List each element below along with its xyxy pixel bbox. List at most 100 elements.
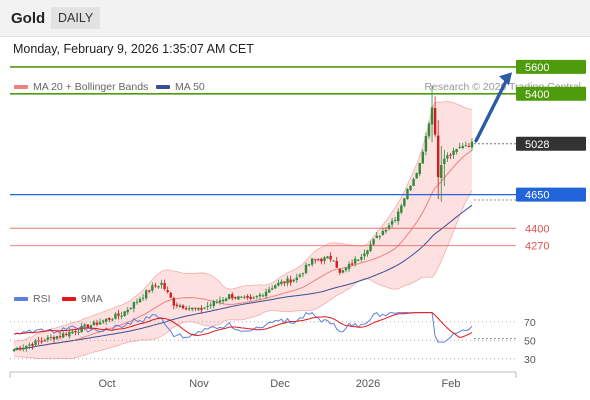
candle bbox=[393, 217, 397, 223]
candle-body bbox=[421, 151, 425, 164]
candle bbox=[427, 121, 431, 139]
candle-body bbox=[138, 298, 142, 303]
candle-body bbox=[412, 178, 415, 186]
candle bbox=[344, 267, 348, 273]
candle-body bbox=[92, 321, 96, 326]
candle bbox=[243, 295, 246, 299]
candle bbox=[172, 296, 176, 310]
rsi-ma-legend-label: 9MA bbox=[81, 293, 103, 305]
rsi-line bbox=[13, 311, 473, 343]
candle-body bbox=[344, 267, 348, 271]
candle bbox=[71, 329, 74, 335]
candle bbox=[252, 295, 255, 300]
candle-body bbox=[320, 258, 323, 262]
candle-body bbox=[163, 282, 166, 289]
candle bbox=[166, 286, 169, 294]
x-tick-label-3: 2026 bbox=[356, 378, 380, 390]
candle-body bbox=[129, 308, 133, 310]
x-axis: Oct Nov Dec 2026 Feb bbox=[9, 371, 517, 390]
resistance-0-label: 5600 bbox=[525, 62, 549, 74]
candle bbox=[314, 259, 317, 264]
candle-body bbox=[61, 333, 65, 338]
bollinger-legend-label: MA 20 + Bollinger Bands bbox=[33, 81, 149, 93]
candle-body bbox=[289, 279, 292, 283]
candle-body bbox=[83, 324, 86, 327]
candle-body bbox=[234, 297, 237, 299]
chart-header: Gold DAILY bbox=[0, 0, 590, 37]
candle-body bbox=[372, 239, 375, 245]
candle-body bbox=[49, 337, 53, 339]
candle bbox=[350, 259, 354, 266]
candle bbox=[209, 302, 212, 309]
candle-body bbox=[384, 229, 388, 232]
candle bbox=[286, 275, 289, 287]
candle-body bbox=[390, 220, 394, 225]
candle bbox=[320, 257, 323, 265]
candle bbox=[98, 318, 102, 325]
candle bbox=[267, 286, 271, 293]
candle bbox=[234, 296, 237, 300]
candle bbox=[197, 307, 200, 311]
candle bbox=[461, 142, 464, 150]
candle-body bbox=[258, 294, 262, 297]
candle-body bbox=[329, 255, 332, 260]
candle bbox=[295, 273, 298, 283]
candle bbox=[452, 147, 455, 159]
candle bbox=[264, 288, 268, 299]
candle-body bbox=[455, 149, 458, 152]
candle bbox=[22, 344, 25, 352]
candle bbox=[415, 172, 418, 179]
candle bbox=[292, 278, 295, 283]
candle bbox=[31, 342, 34, 350]
candle bbox=[375, 231, 378, 239]
candle bbox=[449, 153, 452, 160]
candle-body bbox=[458, 146, 461, 148]
candle-body bbox=[194, 307, 197, 309]
bollinger-swatch bbox=[14, 85, 28, 89]
candle bbox=[74, 330, 77, 336]
candle bbox=[227, 293, 231, 300]
candle-body bbox=[357, 259, 360, 261]
candle bbox=[206, 301, 209, 311]
candle-body bbox=[160, 282, 163, 286]
candle-body bbox=[227, 294, 231, 299]
candle-body bbox=[323, 257, 326, 262]
candle-body bbox=[443, 158, 446, 165]
support-0-label: 4400 bbox=[525, 223, 549, 235]
candle-body bbox=[307, 264, 311, 266]
candle-body bbox=[197, 307, 200, 310]
candle bbox=[360, 253, 363, 262]
bollinger-bands bbox=[13, 101, 473, 360]
candle bbox=[101, 319, 105, 325]
candle-body bbox=[209, 304, 212, 306]
candle-body bbox=[310, 258, 314, 265]
candle-body bbox=[105, 318, 108, 322]
rsi-tick-1: 50 bbox=[524, 335, 536, 347]
candle bbox=[381, 227, 385, 236]
candle-body bbox=[452, 150, 455, 156]
last-price-tag bbox=[516, 136, 586, 151]
candle-body bbox=[58, 336, 62, 338]
candle-body bbox=[206, 305, 209, 307]
candle-body bbox=[271, 288, 274, 290]
candle bbox=[184, 305, 188, 311]
candle-body bbox=[314, 259, 317, 261]
candle bbox=[215, 299, 219, 304]
candle bbox=[151, 282, 154, 293]
candle bbox=[436, 120, 440, 200]
period-selector[interactable]: DAILY bbox=[51, 7, 101, 29]
candle-body bbox=[400, 205, 403, 213]
candle bbox=[301, 272, 305, 278]
candle bbox=[117, 309, 120, 320]
candle-body bbox=[135, 301, 139, 303]
candle bbox=[92, 320, 96, 326]
candle-body bbox=[89, 325, 93, 329]
candle-body bbox=[12, 349, 16, 352]
candle bbox=[138, 296, 142, 303]
candle-body bbox=[387, 225, 391, 230]
candle bbox=[126, 306, 129, 315]
candle bbox=[120, 311, 123, 320]
candle bbox=[132, 301, 136, 313]
candle-body bbox=[246, 295, 249, 298]
x-tick-label-2: Dec bbox=[270, 378, 290, 390]
